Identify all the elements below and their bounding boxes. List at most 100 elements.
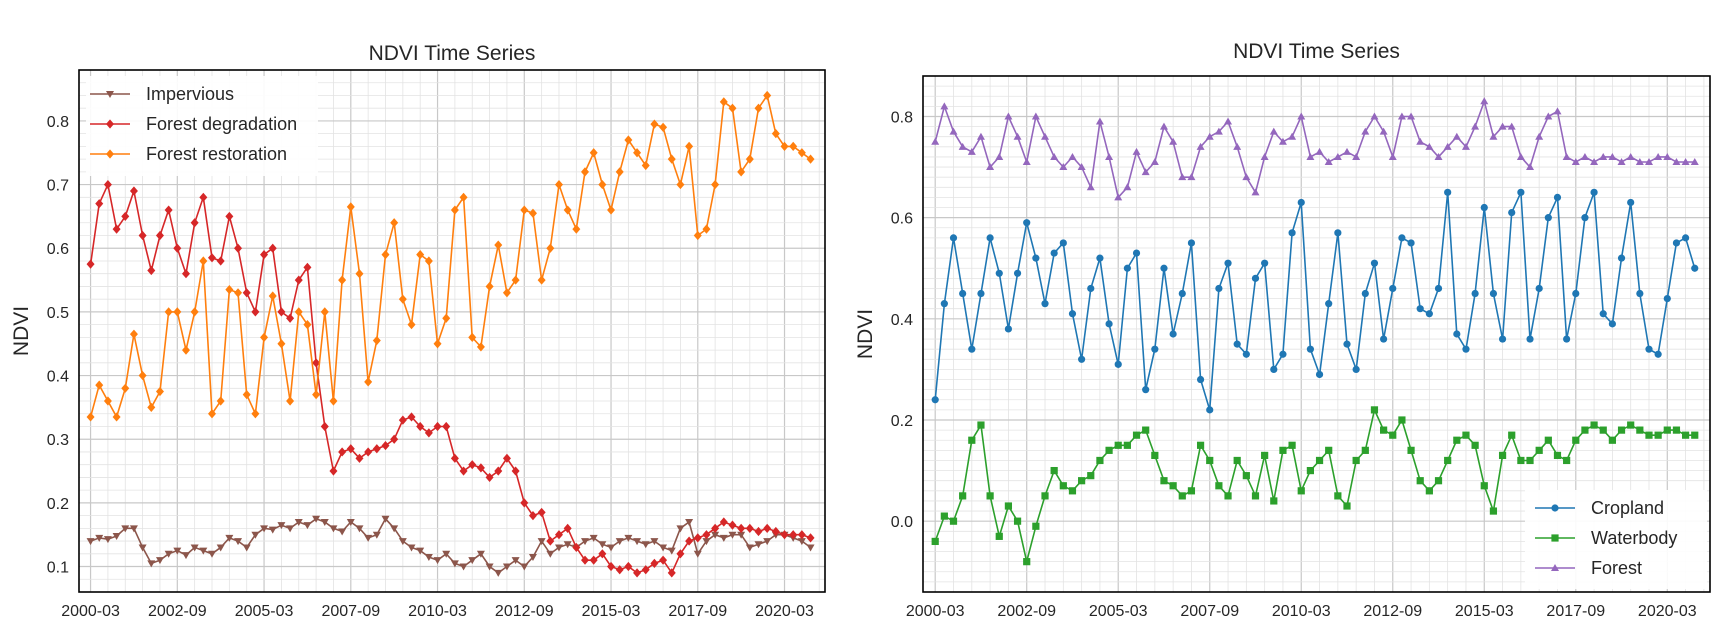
data-point: [251, 409, 260, 419]
data-point: [624, 135, 633, 145]
data-point: [1105, 320, 1113, 328]
data-point: [86, 538, 95, 546]
data-point: [1022, 158, 1031, 165]
data-point: [1224, 259, 1232, 267]
data-point: [650, 558, 659, 568]
data-point: [572, 542, 581, 553]
data-point: [1535, 446, 1543, 454]
data-point: [1242, 472, 1250, 480]
data-point: [1270, 497, 1278, 505]
data-point: [1498, 451, 1507, 460]
data-point: [667, 568, 676, 578]
data-point: [968, 436, 976, 444]
data-point: [528, 511, 537, 521]
data-point: [806, 154, 815, 164]
data-point: [494, 569, 503, 577]
data-point: [138, 230, 147, 241]
data-point: [1187, 487, 1196, 495]
data-point: [181, 269, 190, 279]
data-point: [959, 492, 967, 500]
data-point: [95, 380, 104, 390]
data-point: [260, 250, 269, 260]
data-point: [1224, 492, 1232, 500]
data-point: [520, 563, 529, 571]
legend-label: Waterbody: [1591, 528, 1677, 548]
data-point: [1681, 158, 1690, 165]
data-point: [615, 167, 624, 177]
data-point: [1553, 451, 1562, 460]
data-point: [112, 412, 121, 422]
data-point: [1627, 198, 1635, 207]
data-point: [659, 555, 668, 565]
data-point: [155, 386, 164, 397]
x-tick-label: 2007-09: [321, 603, 380, 620]
x-tick-label: 2012-09: [495, 603, 554, 620]
data-point: [1142, 426, 1150, 434]
data-point: [728, 531, 737, 539]
data-point: [1325, 300, 1333, 308]
data-point: [1526, 456, 1534, 465]
data-point: [1242, 173, 1251, 181]
data-point: [1123, 183, 1132, 191]
x-tick-label: 2000-03: [906, 603, 965, 620]
data-point: [745, 154, 754, 164]
data-point: [1251, 274, 1260, 282]
data-point: [1389, 431, 1397, 439]
data-point: [1572, 436, 1580, 444]
x-tick-label: 2020-03: [1638, 603, 1697, 620]
data-point: [485, 563, 494, 571]
data-point: [719, 517, 728, 527]
data-point: [1169, 137, 1178, 145]
data-point: [1672, 158, 1681, 165]
data-point: [1508, 208, 1516, 217]
data-point: [1206, 406, 1214, 414]
data-point: [1004, 112, 1013, 120]
data-point: [277, 307, 286, 317]
data-point: [381, 515, 390, 523]
data-point: [303, 522, 312, 530]
data-point: [320, 421, 329, 432]
data-point: [1324, 158, 1333, 165]
data-point: [520, 498, 529, 508]
data-point: [1159, 122, 1168, 130]
data-point: [754, 103, 763, 113]
data-point: [1636, 426, 1644, 434]
data-point: [138, 370, 147, 381]
data-point: [1580, 152, 1589, 160]
x-tick-label: 2020-03: [755, 603, 814, 620]
data-point: [433, 421, 442, 432]
data-point: [1041, 132, 1050, 140]
data-point: [1370, 406, 1379, 414]
data-point: [381, 250, 390, 260]
data-point: [225, 285, 234, 295]
x-tick-label: 2017-09: [1546, 603, 1605, 620]
data-point: [693, 550, 702, 558]
data-point: [242, 544, 251, 552]
data-point: [86, 412, 95, 422]
data-point: [633, 568, 642, 578]
data-point: [1489, 289, 1498, 298]
data-point: [1151, 345, 1159, 353]
y-tick-label: 0.6: [891, 211, 913, 228]
data-point: [1105, 446, 1113, 454]
data-point: [260, 332, 269, 342]
data-point: [763, 538, 772, 546]
data-point: [1297, 112, 1306, 120]
data-point: [268, 526, 277, 534]
data-point: [563, 541, 572, 549]
data-point: [121, 525, 130, 533]
data-point: [1142, 386, 1150, 394]
data-point: [1169, 482, 1177, 490]
data-point: [164, 550, 173, 558]
data-point: [1233, 142, 1242, 150]
data-point: [1233, 456, 1241, 465]
data-point: [745, 544, 754, 552]
data-point: [329, 525, 338, 533]
legend-label: Forest: [1591, 558, 1642, 578]
data-point: [931, 137, 940, 145]
data-point: [1059, 239, 1067, 247]
data-point: [598, 541, 607, 549]
legend-marker: [106, 149, 114, 159]
data-point: [372, 335, 381, 346]
data-point: [1544, 214, 1552, 222]
